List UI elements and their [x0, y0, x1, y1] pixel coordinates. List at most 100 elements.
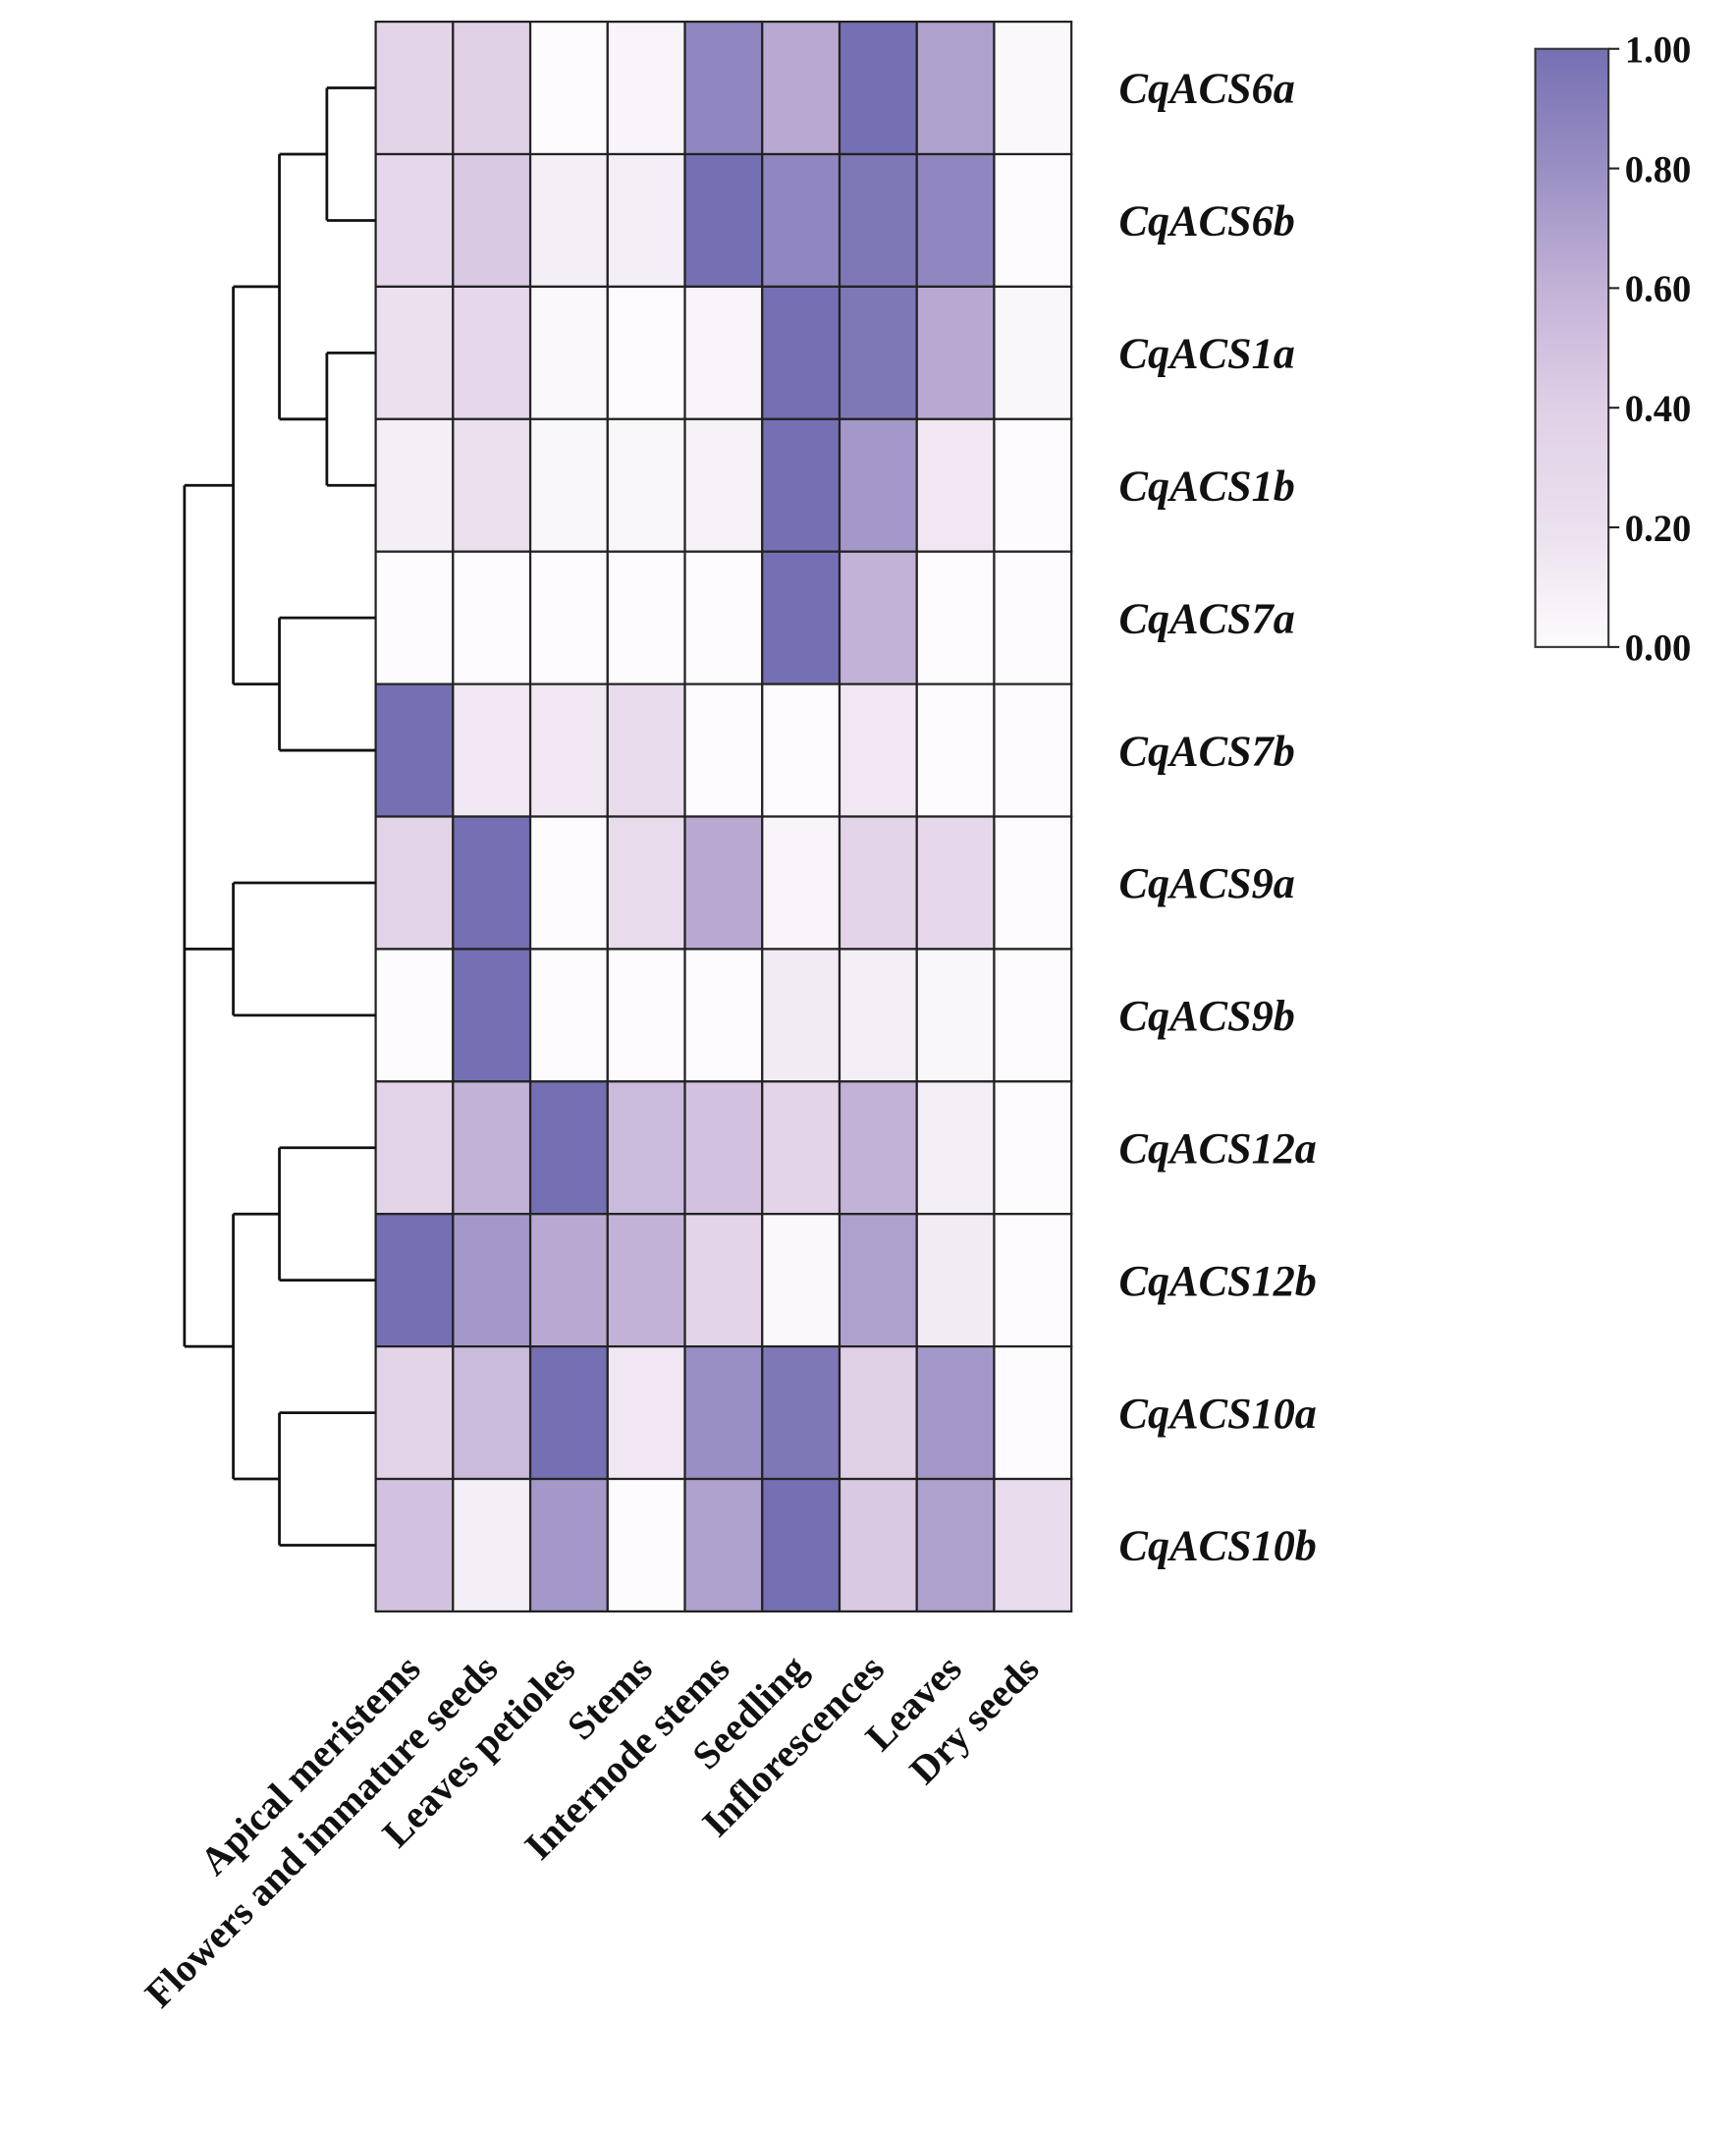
- heatmap-cell: [838, 683, 918, 818]
- row-label: CqACS9a: [1119, 859, 1295, 907]
- heatmap-cell: [838, 948, 918, 1083]
- heatmap-cell: [528, 550, 609, 685]
- row-label: CqACS12b: [1119, 1257, 1317, 1305]
- heatmap-cell: [761, 417, 841, 553]
- heatmap-cells: [374, 20, 1073, 1613]
- colorbar-tick-label: 0.80: [1625, 149, 1692, 191]
- heatmap-cell: [993, 815, 1073, 951]
- heatmap-cell: [993, 417, 1073, 553]
- row-label: CqACS10b: [1119, 1522, 1317, 1570]
- heatmap-cell: [838, 285, 918, 420]
- colorbar-tick-label: 0.00: [1625, 628, 1692, 670]
- heatmap-cell: [606, 1345, 686, 1481]
- heatmap-cell: [915, 683, 996, 818]
- heatmap-cell: [683, 417, 764, 553]
- heatmap-cell: [606, 20, 686, 156]
- heatmap-cell: [915, 1345, 996, 1481]
- heatmap-cell: [838, 20, 918, 156]
- heatmap-cell: [915, 815, 996, 951]
- heatmap-cell: [606, 550, 686, 685]
- heatmap-cell: [606, 815, 686, 951]
- heatmap-cell: [683, 285, 764, 420]
- heatmap-cell: [528, 1080, 609, 1216]
- heatmap-cell: [606, 683, 686, 818]
- colorbar-tick-label: 1.00: [1625, 30, 1692, 72]
- heatmap-cell: [761, 285, 841, 420]
- heatmap-cell: [374, 20, 455, 156]
- heatmap-cell: [915, 1080, 996, 1216]
- colorbar-tick-label: 0.20: [1625, 509, 1692, 550]
- heatmap-cell: [528, 683, 609, 818]
- heatmap-cell: [838, 152, 918, 289]
- heatmap-cell: [452, 1345, 532, 1481]
- colorbar-tick-label: 0.40: [1625, 389, 1692, 430]
- heatmap-cell: [528, 285, 609, 420]
- heatmap-cell: [452, 417, 532, 553]
- heatmap-cell: [452, 20, 532, 156]
- heatmap-cell: [683, 683, 764, 818]
- row-label: CqACS7b: [1119, 727, 1295, 775]
- heatmap-cell: [761, 1345, 841, 1481]
- heatmap-cell: [683, 1213, 764, 1348]
- heatmap-cell: [683, 1345, 764, 1481]
- heatmap-cell: [528, 1345, 609, 1481]
- heatmap-cell: [528, 1213, 609, 1348]
- heatmap-cell: [606, 285, 686, 420]
- heatmap-cell: [374, 815, 455, 951]
- heatmap-cell: [915, 1477, 996, 1613]
- heatmap-cell: [993, 1080, 1073, 1216]
- heatmap-cell: [374, 1080, 455, 1216]
- heatmap-cell: [528, 948, 609, 1083]
- heatmap-cell: [761, 152, 841, 289]
- heatmap-cell: [761, 20, 841, 156]
- row-label: CqACS1b: [1119, 462, 1295, 510]
- heatmap-cell: [374, 1213, 455, 1348]
- heatmap-cell: [993, 948, 1073, 1083]
- heatmap-cell: [683, 1477, 764, 1613]
- heatmap-cell: [993, 152, 1073, 289]
- heatmap-cell: [838, 1213, 918, 1348]
- heatmap-cell: [606, 1477, 686, 1613]
- colorbar-gradient: [1534, 47, 1610, 648]
- row-label: CqACS6b: [1119, 197, 1295, 246]
- heatmap-cell: [606, 1080, 686, 1216]
- heatmap-cell: [915, 285, 996, 420]
- heatmap-cell: [838, 815, 918, 951]
- heatmap-cell: [452, 1080, 532, 1216]
- heatmap-cell: [452, 815, 532, 951]
- heatmap-cell: [915, 152, 996, 289]
- heatmap-cell: [761, 1213, 841, 1348]
- row-label: CqACS6a: [1119, 65, 1295, 113]
- heatmap-cell: [838, 1080, 918, 1216]
- heatmap-cell: [915, 948, 996, 1083]
- heatmap-cell: [761, 1080, 841, 1216]
- heatmap-cell: [915, 417, 996, 553]
- heatmap-cell: [993, 20, 1073, 156]
- heatmap-cell: [761, 948, 841, 1083]
- heatmap-cell: [993, 683, 1073, 818]
- heatmap-cell: [761, 550, 841, 685]
- heatmap-cell: [606, 152, 686, 289]
- heatmap-cell: [374, 683, 455, 818]
- row-dendrogram: [183, 86, 376, 1547]
- heatmap-cell: [915, 550, 996, 685]
- heatmap-cell: [993, 285, 1073, 420]
- heatmap-cell: [452, 948, 532, 1083]
- heatmap-cell: [993, 1345, 1073, 1481]
- heatmap-cell: [683, 815, 764, 951]
- heatmap-cell: [374, 152, 455, 289]
- heatmap-cell: [452, 683, 532, 818]
- heatmap-cell: [528, 815, 609, 951]
- heatmap-cell: [683, 152, 764, 289]
- row-labels: CqACS6a CqACS6b CqACS1a CqACS1b CqACS7a CqACS…: [1119, 65, 1317, 1570]
- heatmap-cell: [683, 550, 764, 685]
- heatmap-cell: [606, 948, 686, 1083]
- heatmap-cell: [683, 1080, 764, 1216]
- colorbar: 1.00 0.80 0.60 0.40 0.20 0.00: [1534, 30, 1692, 670]
- heatmap-cell: [452, 285, 532, 420]
- heatmap-cell: [374, 417, 455, 553]
- heatmap-cell: [528, 1477, 609, 1613]
- heatmap-cell: [761, 683, 841, 818]
